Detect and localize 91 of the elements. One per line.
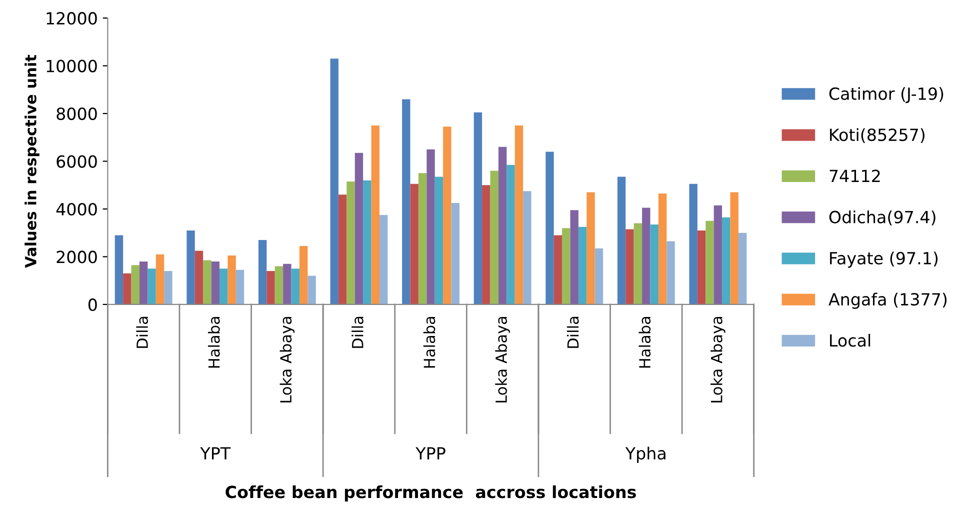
bar	[211, 261, 220, 304]
legend-label: Fayate (97.1)	[830, 252, 938, 268]
legend-label: Angafa (1377)	[828, 292, 947, 309]
y-tick-label: 6000	[56, 155, 97, 168]
x-tick-label: Halaba	[423, 316, 436, 368]
bar	[194, 250, 204, 304]
y-tick-label: 12000	[46, 12, 97, 25]
x-tick-label: Loka Abaya	[710, 316, 726, 402]
bar	[443, 126, 452, 304]
x-tick-label: Dilla	[566, 316, 579, 348]
bar	[523, 191, 532, 304]
bar	[148, 268, 156, 304]
bar	[228, 256, 236, 304]
bar	[371, 125, 380, 304]
y-tick-label: 2000	[56, 250, 97, 264]
bar	[706, 220, 714, 304]
bar	[338, 194, 347, 304]
bar	[274, 266, 284, 304]
bar	[114, 235, 124, 304]
bar	[330, 58, 338, 304]
bar	[291, 268, 300, 304]
bar	[554, 235, 562, 304]
bar	[714, 205, 722, 304]
bar	[658, 193, 667, 304]
bar	[578, 226, 587, 304]
bar	[498, 146, 507, 304]
bar	[594, 248, 604, 304]
text: YPP	[416, 447, 446, 460]
y-tick-label: 8000	[56, 107, 97, 120]
x-tick-label: Loka Abaya	[280, 316, 295, 402]
bar	[346, 182, 355, 304]
bar	[258, 240, 267, 304]
bar	[203, 260, 212, 304]
bar	[697, 230, 706, 304]
bar	[164, 271, 172, 304]
y-tick-label: 4000	[56, 202, 97, 216]
bar	[642, 208, 650, 304]
bar	[626, 229, 634, 304]
bar	[562, 228, 570, 304]
bar	[266, 271, 275, 304]
bar	[426, 149, 435, 304]
bar	[490, 170, 498, 304]
x-tick-label: Halaba	[208, 316, 220, 368]
bar	[546, 152, 554, 304]
text: YPT	[200, 447, 231, 460]
bar	[514, 125, 524, 304]
bar	[506, 164, 515, 304]
x-tick-label: Loka Abaya	[495, 316, 510, 402]
bar	[482, 185, 490, 304]
text: Ypha	[625, 446, 666, 463]
bar	[402, 99, 410, 304]
legend-label: 74112	[830, 170, 880, 182]
x-axis-title: Coffee bean performance accross locations	[226, 485, 636, 502]
bar	[156, 254, 164, 304]
bar	[131, 265, 140, 304]
bar	[634, 223, 642, 304]
legend-label: Koti(85257)	[830, 128, 924, 144]
bar	[299, 246, 308, 304]
bar	[363, 180, 372, 304]
x-tick-label: Dilla	[352, 316, 364, 348]
y-tick-label: 0	[88, 298, 97, 312]
bar	[186, 230, 195, 304]
x-tick-label: Dilla	[136, 316, 148, 348]
bar	[379, 214, 388, 304]
bar	[474, 112, 482, 304]
bar	[722, 217, 730, 304]
bar	[730, 192, 738, 304]
bar	[354, 152, 364, 304]
bar	[434, 176, 444, 304]
x-tick-label: Halaba	[638, 316, 651, 368]
legend-label: Local	[830, 334, 870, 347]
y-axis-title: Values in respective unit	[24, 54, 40, 268]
bar	[586, 192, 595, 304]
legend-label: Catimor (J-19)	[829, 87, 944, 104]
bar	[451, 203, 460, 304]
bar	[418, 173, 427, 304]
bar	[219, 268, 228, 304]
y-tick-label: 10000	[46, 60, 97, 72]
bar	[570, 210, 578, 304]
legend-label: Odicha(97.4)	[829, 210, 936, 226]
bar	[738, 232, 747, 304]
bar	[236, 270, 244, 304]
bar	[650, 224, 658, 304]
bar	[689, 184, 698, 304]
bar	[123, 273, 132, 304]
bar	[617, 176, 626, 304]
bar	[410, 184, 418, 304]
bar	[283, 264, 292, 304]
bar	[666, 241, 675, 304]
bar	[308, 276, 316, 304]
bar	[139, 261, 148, 304]
